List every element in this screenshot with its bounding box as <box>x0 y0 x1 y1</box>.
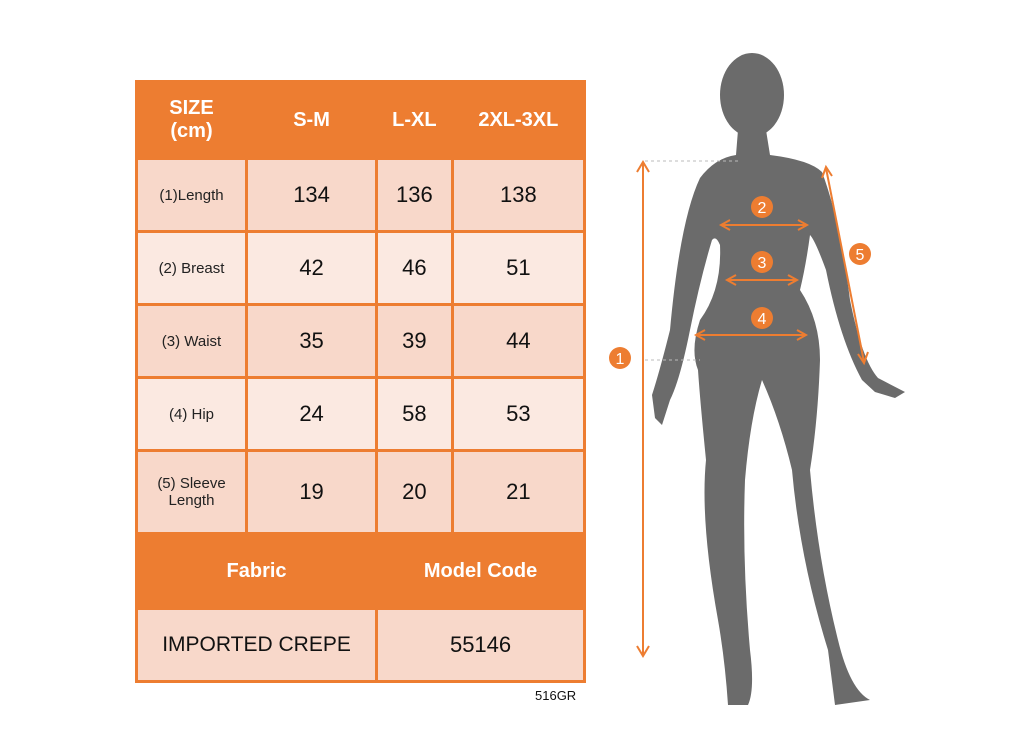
cell: 24 <box>244 376 379 452</box>
row-label: (4) Hip <box>135 376 248 452</box>
cell: 44 <box>450 303 587 379</box>
cell: 136 <box>375 157 454 233</box>
cell: 20 <box>375 449 454 535</box>
cell: 21 <box>450 449 587 535</box>
marker-1: 1 <box>616 351 625 368</box>
header-size: SIZE (cm) <box>135 80 248 160</box>
cell: 35 <box>244 303 379 379</box>
cell: 134 <box>244 157 379 233</box>
model-code-value: 55146 <box>375 607 586 683</box>
header-l-xl: L-XL <box>375 80 454 160</box>
cell: 138 <box>450 157 587 233</box>
size-chart-table: SIZE (cm) S-M L-XL 2XL-3XL (1)Length 134 13… <box>134 80 587 683</box>
marker-circles <box>609 196 871 369</box>
product-code: 516GR <box>535 688 577 703</box>
fabric-value: IMPORTED CREPE <box>134 607 379 683</box>
silhouette <box>652 53 905 705</box>
row-label: (2) Breast <box>135 230 248 306</box>
cell: 58 <box>375 376 454 452</box>
row-label: (3) Waist <box>135 303 248 379</box>
marker-4: 4 <box>758 311 767 328</box>
header-2xl-3xl: 2XL-3XL <box>450 80 587 160</box>
marker-2: 2 <box>758 200 767 217</box>
row-label: (1)Length <box>135 157 248 233</box>
header-s-m: S-M <box>244 80 379 160</box>
fabric-header: Fabric <box>134 532 379 610</box>
marker-3: 3 <box>758 255 767 272</box>
cell: 42 <box>244 230 379 306</box>
cell: 19 <box>244 449 379 535</box>
cell: 51 <box>450 230 587 306</box>
cell: 46 <box>375 230 454 306</box>
cell: 39 <box>375 303 454 379</box>
marker-5: 5 <box>856 247 865 264</box>
measurement-arrows <box>636 160 869 658</box>
model-code-header: Model Code <box>375 532 586 610</box>
cell: 53 <box>450 376 587 452</box>
row-label: (5) Sleeve Length <box>135 449 248 535</box>
